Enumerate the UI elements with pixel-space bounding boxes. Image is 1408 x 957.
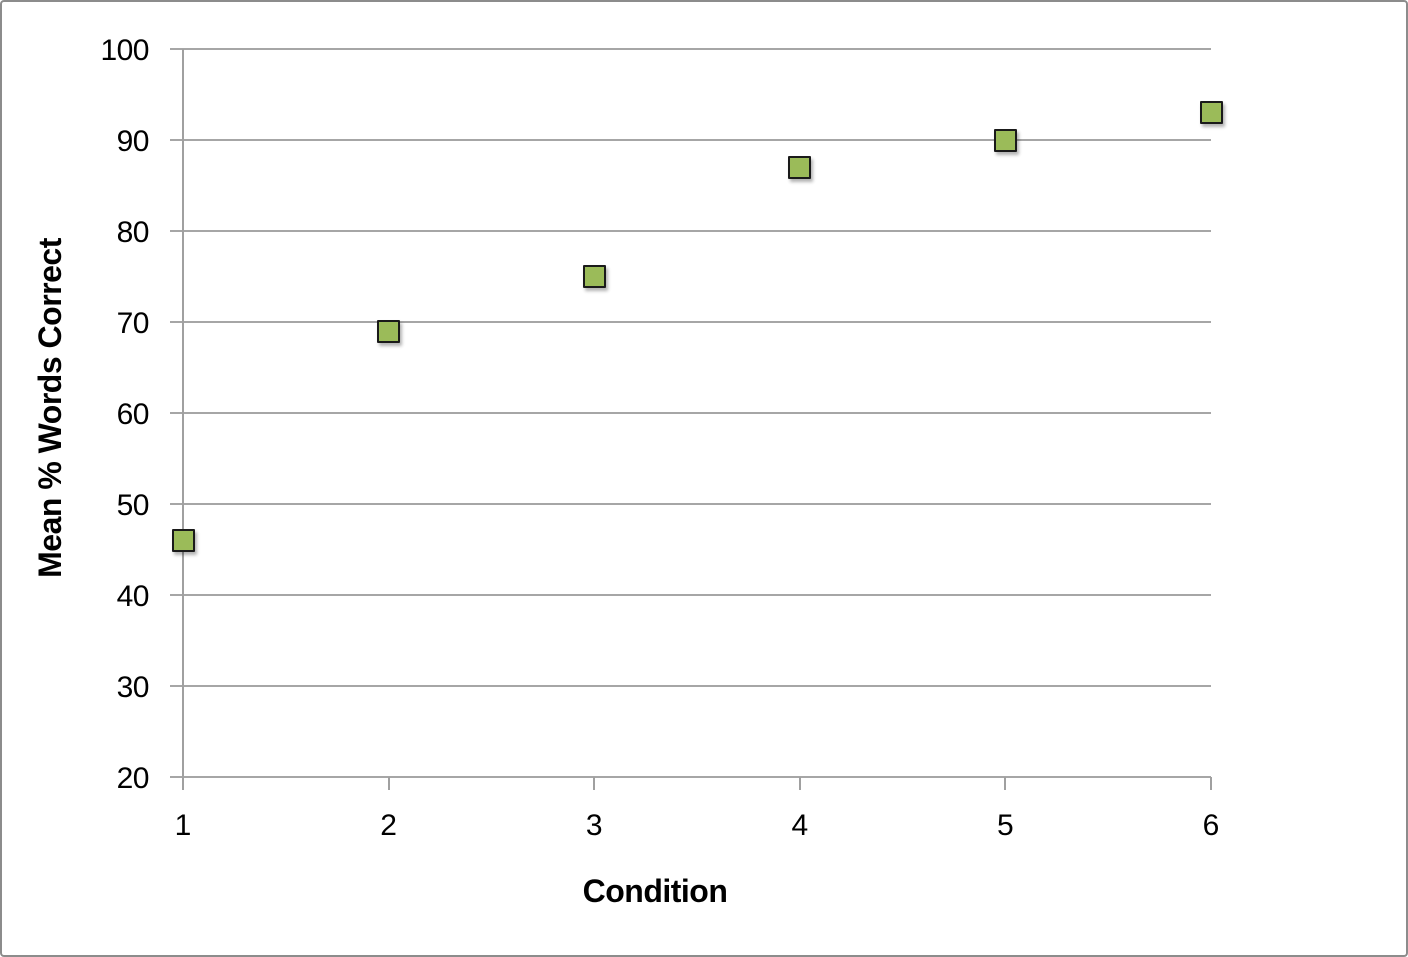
x-axis-tick <box>798 777 801 790</box>
y-tick-label: 90 <box>116 125 150 158</box>
data-point-marker <box>171 528 195 552</box>
x-axis-tick <box>1004 777 1007 790</box>
data-point-marker <box>582 265 606 288</box>
y-tick-label: 30 <box>116 671 150 704</box>
x-axis-title: Condition <box>582 873 728 909</box>
x-tick-label: 3 <box>585 809 603 842</box>
x-axis-tick <box>387 777 390 790</box>
y-tick-label: 70 <box>116 307 150 340</box>
x-axis-tick <box>182 777 184 790</box>
y-gridline <box>170 139 1211 141</box>
x-tick-label: 1 <box>174 809 192 842</box>
y-gridline <box>170 594 1211 596</box>
y-tick-label: 60 <box>116 398 150 431</box>
y-tick-label: 80 <box>116 216 150 249</box>
y-tick-label: 50 <box>116 489 150 522</box>
x-tick-label: 4 <box>791 809 809 842</box>
y-gridline <box>170 321 1211 323</box>
y-gridline <box>170 48 1211 50</box>
y-gridline <box>170 230 1211 232</box>
y-gridline <box>170 412 1211 414</box>
y-gridline <box>170 776 1211 778</box>
y-axis-line <box>182 49 184 790</box>
y-tick-label: 40 <box>116 580 150 613</box>
data-point-marker <box>377 319 401 343</box>
x-tick-label: 5 <box>997 809 1014 842</box>
y-gridline <box>170 503 1211 505</box>
data-point-marker <box>993 128 1017 152</box>
data-point-marker <box>1199 101 1223 125</box>
x-axis-tick <box>1210 777 1212 790</box>
y-tick-label: 100 <box>100 34 149 67</box>
y-axis-title: Mean % Words Correct <box>32 238 68 578</box>
x-axis-tick <box>593 777 596 790</box>
x-tick-label: 6 <box>1202 809 1220 842</box>
y-tick-label: 20 <box>116 762 150 795</box>
data-point-marker <box>788 155 812 179</box>
x-tick-label: 2 <box>380 809 397 842</box>
y-gridline <box>170 685 1211 687</box>
